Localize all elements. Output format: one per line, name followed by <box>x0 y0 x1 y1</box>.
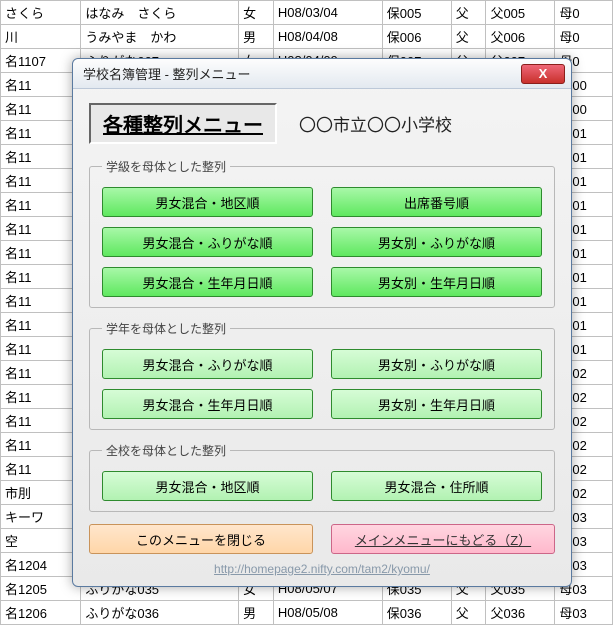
table-cell: 川 <box>1 25 81 49</box>
table-cell: 父006 <box>486 25 555 49</box>
table-cell: H08/04/08 <box>273 25 382 49</box>
sort-button[interactable]: 男女混合・生年月日順 <box>102 389 313 419</box>
table-cell: 男 <box>239 25 274 49</box>
table-cell: 名1204 <box>1 553 81 577</box>
sort-button[interactable]: 出席番号順 <box>331 187 542 217</box>
table-cell: うみやま かわ <box>81 25 239 49</box>
table-cell: 女 <box>239 1 274 25</box>
group-school: 全校を母体とした整列 男女混合・地区順男女混合・住所順 <box>89 442 555 512</box>
dialog-title: 学校名簿管理 - 整列メニュー <box>83 64 251 83</box>
close-button[interactable]: X <box>521 64 565 84</box>
table-cell: 母0 <box>555 25 613 49</box>
menu-title: 各種整列メニュー <box>89 103 277 144</box>
table-cell: 名11 <box>1 193 81 217</box>
sort-button[interactable]: 男女別・生年月日順 <box>331 267 542 297</box>
table-cell: H08/05/08 <box>273 601 382 625</box>
table-cell: 空 <box>1 529 81 553</box>
table-cell: 保005 <box>382 1 451 25</box>
sort-button[interactable]: 男女混合・住所順 <box>331 471 542 501</box>
table-cell: 母03 <box>555 601 613 625</box>
close-icon: X <box>539 66 548 81</box>
group-school-legend: 全校を母体とした整列 <box>102 442 230 459</box>
table-cell: H08/03/04 <box>273 1 382 25</box>
table-cell: 母0 <box>555 1 613 25</box>
table-cell: 名11 <box>1 121 81 145</box>
table-cell: 父036 <box>486 601 555 625</box>
group-class-legend: 学級を母体とした整列 <box>102 158 230 175</box>
table-cell: 名1107 <box>1 49 81 73</box>
sort-menu-dialog: 学校名簿管理 - 整列メニュー X 各種整列メニュー 〇〇市立〇〇小学校 学級を… <box>72 58 572 587</box>
table-cell: 名11 <box>1 73 81 97</box>
table-cell: 保036 <box>382 601 451 625</box>
group-grade: 学年を母体とした整列 男女混合・ふりがな順男女別・ふりがな順男女混合・生年月日順… <box>89 320 555 430</box>
table-cell: はなみ さくら <box>81 1 239 25</box>
table-cell: 父 <box>451 601 486 625</box>
sort-button[interactable]: 男女混合・ふりがな順 <box>102 349 313 379</box>
table-cell: 名11 <box>1 145 81 169</box>
table-cell: 名1206 <box>1 601 81 625</box>
table-cell: ふりがな036 <box>81 601 239 625</box>
sort-button[interactable]: 男女混合・地区順 <box>102 471 313 501</box>
sort-button[interactable]: 男女混合・地区順 <box>102 187 313 217</box>
table-cell: 父 <box>451 25 486 49</box>
table-cell: 名11 <box>1 433 81 457</box>
table-cell: キーワ <box>1 505 81 529</box>
main-menu-button[interactable]: メインメニューにもどる（Z） <box>331 524 555 554</box>
group-class: 学級を母体とした整列 男女混合・地区順出席番号順男女混合・ふりがな順男女別・ふり… <box>89 158 555 308</box>
table-cell: 名11 <box>1 457 81 481</box>
table-cell: 名11 <box>1 289 81 313</box>
table-cell: 名11 <box>1 97 81 121</box>
sort-button[interactable]: 男女別・ふりがな順 <box>331 349 542 379</box>
table-cell: 父005 <box>486 1 555 25</box>
sort-button[interactable]: 男女混合・ふりがな順 <box>102 227 313 257</box>
table-cell: 名11 <box>1 337 81 361</box>
school-name: 〇〇市立〇〇小学校 <box>299 111 452 136</box>
table-cell: 父 <box>451 1 486 25</box>
table-cell: 名11 <box>1 313 81 337</box>
table-cell: 名11 <box>1 217 81 241</box>
table-cell: 名11 <box>1 241 81 265</box>
footer-link[interactable]: http://homepage2.nifty.com/tam2/kyomu/ <box>89 562 555 576</box>
table-cell: 男 <box>239 601 274 625</box>
table-cell: 名11 <box>1 385 81 409</box>
table-cell: 名11 <box>1 409 81 433</box>
table-cell: 名11 <box>1 361 81 385</box>
sort-button[interactable]: 男女別・生年月日順 <box>331 389 542 419</box>
sort-button[interactable]: 男女別・ふりがな順 <box>331 227 542 257</box>
table-cell: 市刖 <box>1 481 81 505</box>
sort-button[interactable]: 男女混合・生年月日順 <box>102 267 313 297</box>
table-cell: 保006 <box>382 25 451 49</box>
table-cell: 名11 <box>1 265 81 289</box>
group-grade-legend: 学年を母体とした整列 <box>102 320 230 337</box>
close-menu-button[interactable]: このメニューを閉じる <box>89 524 313 554</box>
titlebar: 学校名簿管理 - 整列メニュー X <box>73 59 571 89</box>
table-cell: 名1205 <box>1 577 81 601</box>
table-cell: さくら <box>1 1 81 25</box>
table-cell: 名11 <box>1 169 81 193</box>
